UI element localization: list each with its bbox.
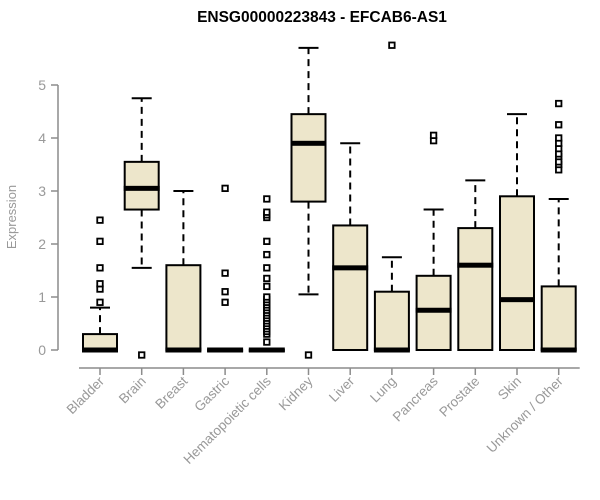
x-tick-label-lung: Lung	[367, 374, 399, 406]
outlier-point	[96, 237, 104, 246]
median-line	[457, 262, 494, 268]
median-line	[82, 347, 118, 353]
x-tick-label-breast: Breast	[152, 373, 190, 411]
y-tick-label: 3	[38, 183, 46, 199]
outlier-point	[263, 274, 271, 283]
outlier-point	[96, 264, 104, 272]
y-axis-label: Expression	[4, 185, 19, 249]
median-line	[290, 140, 327, 146]
median-line	[332, 265, 369, 271]
outlier-point	[221, 269, 229, 277]
median-line	[248, 347, 285, 353]
y-tick-label: 5	[38, 77, 46, 93]
median-line	[165, 347, 202, 353]
iqr-box	[499, 195, 535, 351]
iqr-box	[123, 160, 160, 211]
iqr-box	[332, 224, 369, 351]
outlier-point	[221, 298, 229, 306]
median-line	[415, 307, 452, 313]
median-line	[207, 347, 244, 353]
x-tick-label-pancreas: Pancreas	[390, 373, 441, 424]
x-tick-label-brain: Brain	[116, 374, 149, 407]
boxplot-unknown-other	[540, 99, 577, 353]
x-tick-label-prostate: Prostate	[436, 374, 482, 420]
outlier-point	[388, 41, 396, 49]
outlier-point	[263, 195, 271, 203]
outlier-point	[263, 293, 271, 301]
boxplot-bladder	[82, 216, 118, 353]
iqr-box	[165, 264, 202, 352]
y-tick-label: 0	[38, 342, 46, 358]
outlier-point	[96, 216, 104, 224]
outlier-point	[263, 250, 271, 259]
boxplot-skin	[499, 113, 535, 351]
boxplot-liver	[332, 142, 369, 351]
outlier-point	[429, 131, 438, 140]
iqr-box	[415, 274, 452, 351]
boxplot-gastric	[207, 184, 244, 353]
x-tick-label-gastric: Gastric	[191, 373, 232, 414]
chart-title: ENSG00000223843 - EFCAB6-AS1	[197, 9, 447, 26]
iqr-box	[540, 285, 577, 351]
outlier-point	[221, 184, 229, 193]
outlier-point	[263, 282, 271, 291]
boxplot-prostate	[457, 179, 494, 352]
iqr-box	[457, 227, 494, 352]
outlier-point	[96, 280, 104, 288]
outlier-point	[263, 208, 271, 216]
outlier-point	[555, 121, 563, 129]
y-tick-label: 2	[38, 236, 46, 252]
iqr-box	[290, 113, 327, 203]
boxplot-breast	[165, 190, 202, 353]
outlier-point	[96, 298, 104, 306]
median-line	[373, 347, 410, 353]
outlier-point	[138, 351, 146, 359]
boxplots-group	[82, 41, 577, 359]
y-tick-label: 1	[38, 289, 46, 305]
boxplot-pancreas	[415, 131, 452, 351]
x-tick-label-bladder: Bladder	[64, 373, 108, 417]
outlier-point	[221, 288, 229, 296]
x-tick-label-unknown-other: Unknown / Other	[484, 373, 567, 456]
boxplot-brain	[123, 97, 160, 359]
x-tick-label-kidney: Kidney	[276, 373, 316, 413]
outlier-point	[555, 134, 563, 142]
outlier-point	[263, 264, 271, 272]
median-line	[123, 185, 160, 191]
boxplot-kidney	[290, 46, 327, 359]
outlier-point	[263, 338, 271, 346]
x-tick-label-skin: Skin	[495, 374, 524, 403]
outlier-point	[263, 237, 271, 246]
median-line	[499, 297, 535, 303]
median-line	[540, 347, 577, 353]
x-tick-label-liver: Liver	[326, 373, 358, 405]
boxplot-hematopoietic-cells	[248, 195, 285, 353]
outlier-point	[304, 351, 313, 359]
y-tick-label: 4	[38, 130, 46, 146]
iqr-box	[373, 290, 410, 352]
outlier-point	[555, 99, 563, 108]
boxplot-lung	[373, 41, 410, 353]
